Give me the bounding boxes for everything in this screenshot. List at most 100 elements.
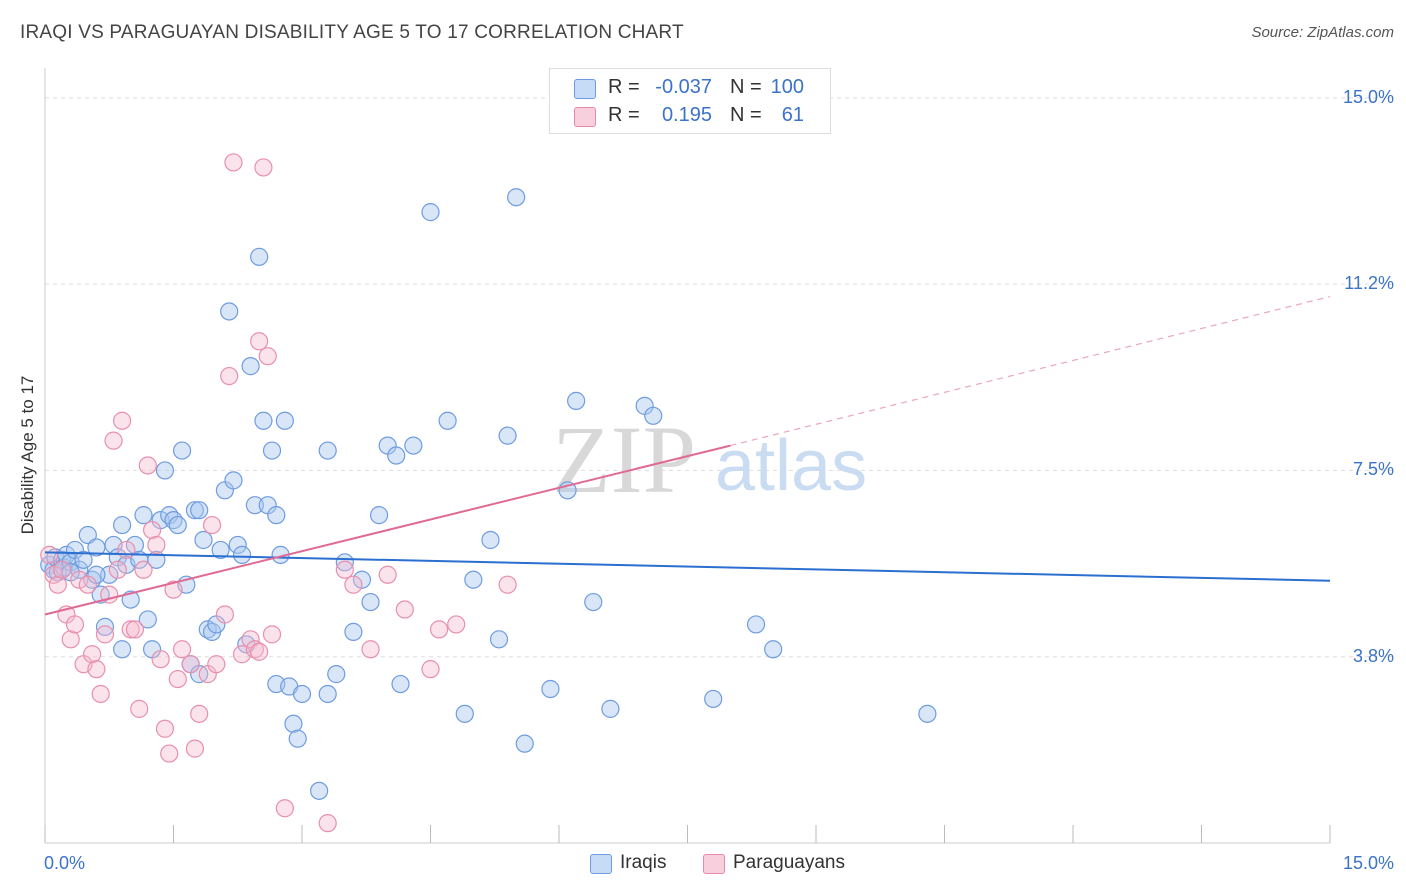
iraqis-point	[644, 406, 663, 425]
paraguayans-point	[215, 605, 234, 624]
paraguayans-point	[344, 575, 363, 594]
iraqis-point	[515, 734, 534, 753]
paraguayans-legend-label: Paraguayans	[733, 852, 845, 873]
iraqis-point	[194, 530, 213, 550]
iraqis-point	[464, 570, 483, 589]
source-label: Source: ZipAtlas.com	[1251, 24, 1394, 41]
paraguayans-point	[117, 540, 136, 560]
iraqis-swatch	[574, 79, 596, 99]
iraqis-point	[746, 615, 766, 634]
paraguayans-point	[361, 640, 380, 659]
iraqis-legend-label: Iraqis	[620, 852, 667, 873]
iraqis-point	[344, 622, 363, 641]
paraguayans-point	[95, 625, 115, 644]
paraguayans-point	[275, 799, 294, 818]
paraguayans-point	[112, 411, 132, 430]
paraguayans-point	[498, 575, 517, 594]
axes	[44, 68, 1331, 844]
iraqis-point	[601, 699, 620, 718]
paraguayans-point	[172, 640, 192, 659]
paraguayans-point	[429, 620, 449, 639]
legend-row-iraqis: R = -0.037 N = 100	[550, 73, 830, 103]
paraguayans-point	[207, 655, 226, 674]
paraguayans-point	[151, 650, 170, 669]
watermark: ZIP atlas	[552, 406, 867, 513]
iraqis-point	[352, 570, 372, 589]
n-label: N =	[730, 76, 762, 98]
paraguayans-point	[155, 719, 175, 738]
iraqis-point	[541, 679, 560, 699]
paraguayans-swatch	[574, 107, 596, 127]
iraqis-point	[241, 357, 260, 376]
iraqis-point	[74, 550, 93, 569]
paraguayans-point	[250, 642, 269, 661]
iraqis-point	[391, 674, 410, 694]
iraqis-point	[310, 781, 329, 800]
iraqis-trend-line	[44, 551, 1331, 582]
iraqis-point	[764, 640, 783, 659]
iraqis-point	[275, 411, 294, 430]
paraguayans-trend-extension	[730, 295, 1331, 447]
iraqis-point	[112, 640, 132, 659]
iraqis-point	[421, 203, 440, 222]
paraguayans-point	[78, 575, 97, 594]
iraqis-points	[40, 188, 937, 800]
iraqis-point	[95, 617, 115, 637]
r-value-paraguayans: 0.195	[661, 104, 712, 126]
paraguayans-point	[447, 615, 466, 634]
iraqis-point	[327, 665, 346, 684]
iraqis-point	[224, 471, 243, 490]
iraqis-point	[228, 535, 247, 555]
iraqis-point	[438, 411, 457, 430]
iraqis-point	[404, 436, 423, 455]
paraguayans-point	[318, 814, 337, 833]
paraguayans-point	[147, 535, 166, 555]
paraguayans-point	[108, 560, 127, 579]
iraqis-legend-swatch	[590, 854, 612, 874]
paraguayans-point	[134, 560, 153, 579]
iraqis-point	[100, 565, 119, 584]
iraqis-point	[292, 684, 312, 704]
r-label: R =	[608, 104, 640, 126]
iraqis-point	[168, 515, 187, 535]
y-tick-label: 3.8%	[1352, 645, 1394, 666]
paraguayans-point	[40, 545, 59, 564]
paraguayans-point	[224, 153, 243, 172]
iraqis-point	[172, 441, 192, 460]
iraqis-point	[318, 441, 337, 460]
paraguayans-point	[181, 655, 200, 674]
paraguayans-point	[164, 580, 183, 599]
paraguayans-point	[168, 669, 187, 689]
paraguayans-point	[220, 366, 239, 386]
paraguayans-point	[87, 660, 106, 679]
iraqis-point	[567, 391, 586, 410]
iraqis-point	[370, 506, 389, 525]
iraqis-point	[498, 426, 517, 445]
r-label: R =	[608, 76, 640, 98]
y-tick-label: 7.5%	[1352, 459, 1394, 480]
r-value-iraqis: -0.037	[655, 76, 712, 98]
iraqis-point	[138, 610, 157, 629]
iraqis-point	[361, 592, 380, 612]
iraqis-point	[704, 689, 723, 709]
iraqis-point	[185, 501, 205, 520]
paraguayans-point	[335, 560, 354, 579]
n-value-iraqis: 100	[770, 76, 804, 98]
paraguayans-point	[48, 575, 67, 594]
paraguayans-trend-line	[44, 444, 731, 616]
y-tick-label: 11.2%	[1344, 273, 1394, 294]
paraguayans-point	[241, 630, 260, 649]
iraqis-point	[387, 446, 406, 465]
paraguayans-point	[378, 565, 397, 584]
paraguayans-point	[70, 570, 89, 589]
iraqis-point	[220, 302, 239, 321]
iraqis-point	[190, 501, 209, 520]
iraqis-point	[250, 247, 269, 266]
paraguayans-point	[53, 560, 72, 579]
paraguayans-points	[40, 98, 611, 833]
iraqis-point	[267, 506, 286, 525]
paraguayans-point	[61, 630, 80, 649]
paraguayans-point	[65, 615, 85, 634]
paraguayans-point	[254, 158, 273, 177]
